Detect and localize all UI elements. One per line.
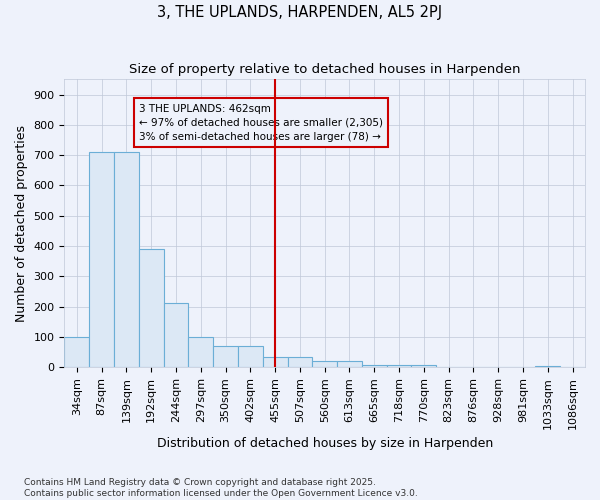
Bar	[313, 361, 337, 367]
Bar	[213, 346, 238, 367]
Bar	[535, 366, 560, 367]
Bar	[139, 249, 164, 367]
Bar	[412, 364, 436, 367]
Bar	[114, 152, 139, 367]
Bar	[64, 337, 89, 367]
Bar	[386, 364, 412, 367]
Bar	[188, 337, 213, 367]
X-axis label: Distribution of detached houses by size in Harpenden: Distribution of detached houses by size …	[157, 437, 493, 450]
Text: 3 THE UPLANDS: 462sqm
← 97% of detached houses are smaller (2,305)
3% of semi-de: 3 THE UPLANDS: 462sqm ← 97% of detached …	[139, 104, 383, 142]
Text: Contains HM Land Registry data © Crown copyright and database right 2025.
Contai: Contains HM Land Registry data © Crown c…	[24, 478, 418, 498]
Bar	[89, 152, 114, 367]
Bar	[164, 304, 188, 367]
Bar	[362, 364, 386, 367]
Bar	[337, 361, 362, 367]
Y-axis label: Number of detached properties: Number of detached properties	[15, 125, 28, 322]
Title: Size of property relative to detached houses in Harpenden: Size of property relative to detached ho…	[129, 62, 520, 76]
Bar	[263, 357, 287, 367]
Text: 3, THE UPLANDS, HARPENDEN, AL5 2PJ: 3, THE UPLANDS, HARPENDEN, AL5 2PJ	[157, 5, 443, 20]
Bar	[287, 357, 313, 367]
Bar	[238, 346, 263, 367]
